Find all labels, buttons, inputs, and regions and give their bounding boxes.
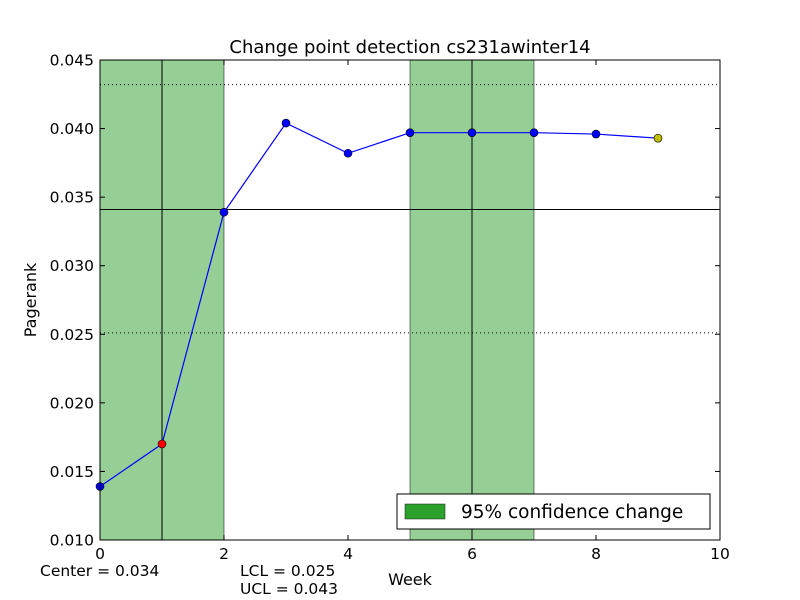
data-point-week-7: [529, 128, 539, 137]
axis-ticks: 0 2 4 6 8 10 0.010 0.015 0.020 0.025 0.030 0.035 0.0…: [50, 52, 730, 564]
ucl-annotation: UCL = 0.043: [240, 580, 339, 598]
data-point-week-9: [653, 133, 663, 143]
y-tick-label: 0.035: [50, 189, 94, 207]
y-tick-label: 0.015: [50, 463, 94, 481]
control-lines: [100, 84, 720, 334]
data-point-week-6: [467, 128, 477, 137]
legend-label: 95% confidence change: [461, 502, 683, 523]
center-annotation: Center = 0.034: [40, 562, 160, 580]
x-axis-label: Week: [388, 570, 433, 589]
data-point-week-5: [405, 128, 415, 137]
legend: 95% confidence change: [396, 493, 711, 530]
y-tick-label: 0.020: [50, 394, 94, 412]
y-tick-label: 0.030: [50, 257, 94, 275]
x-tick-label: 0: [95, 545, 105, 563]
plot-frame: [99, 59, 721, 541]
data-point-week-8: [591, 129, 601, 139]
x-tick-label: 10: [710, 545, 730, 563]
lcl-annotation: LCL = 0.025: [240, 562, 336, 580]
y-axis-label: Pagerank: [21, 262, 40, 337]
series-line-1: [99, 122, 659, 488]
data-point-week-2: [219, 207, 229, 217]
y-tick-label: 0.045: [50, 52, 94, 70]
x-tick-label: 2: [219, 545, 229, 563]
y-tick-label: 0.040: [50, 120, 94, 138]
x-tick-label: 8: [591, 545, 601, 563]
x-tick-label: 4: [343, 545, 353, 563]
y-tick-label: 0.025: [50, 326, 94, 344]
x-tick-label: 6: [467, 545, 477, 563]
legend-box: [396, 493, 711, 530]
data-point-week-4: [343, 148, 353, 158]
y-tick-label: 0.010: [50, 532, 94, 550]
change-regions: [99, 59, 535, 541]
legend-swatch: [404, 503, 446, 520]
data-point-week-1: [157, 439, 167, 449]
chart-title: Change point detection cs231awinter14: [229, 37, 590, 58]
data-point-week-3: [281, 118, 291, 128]
